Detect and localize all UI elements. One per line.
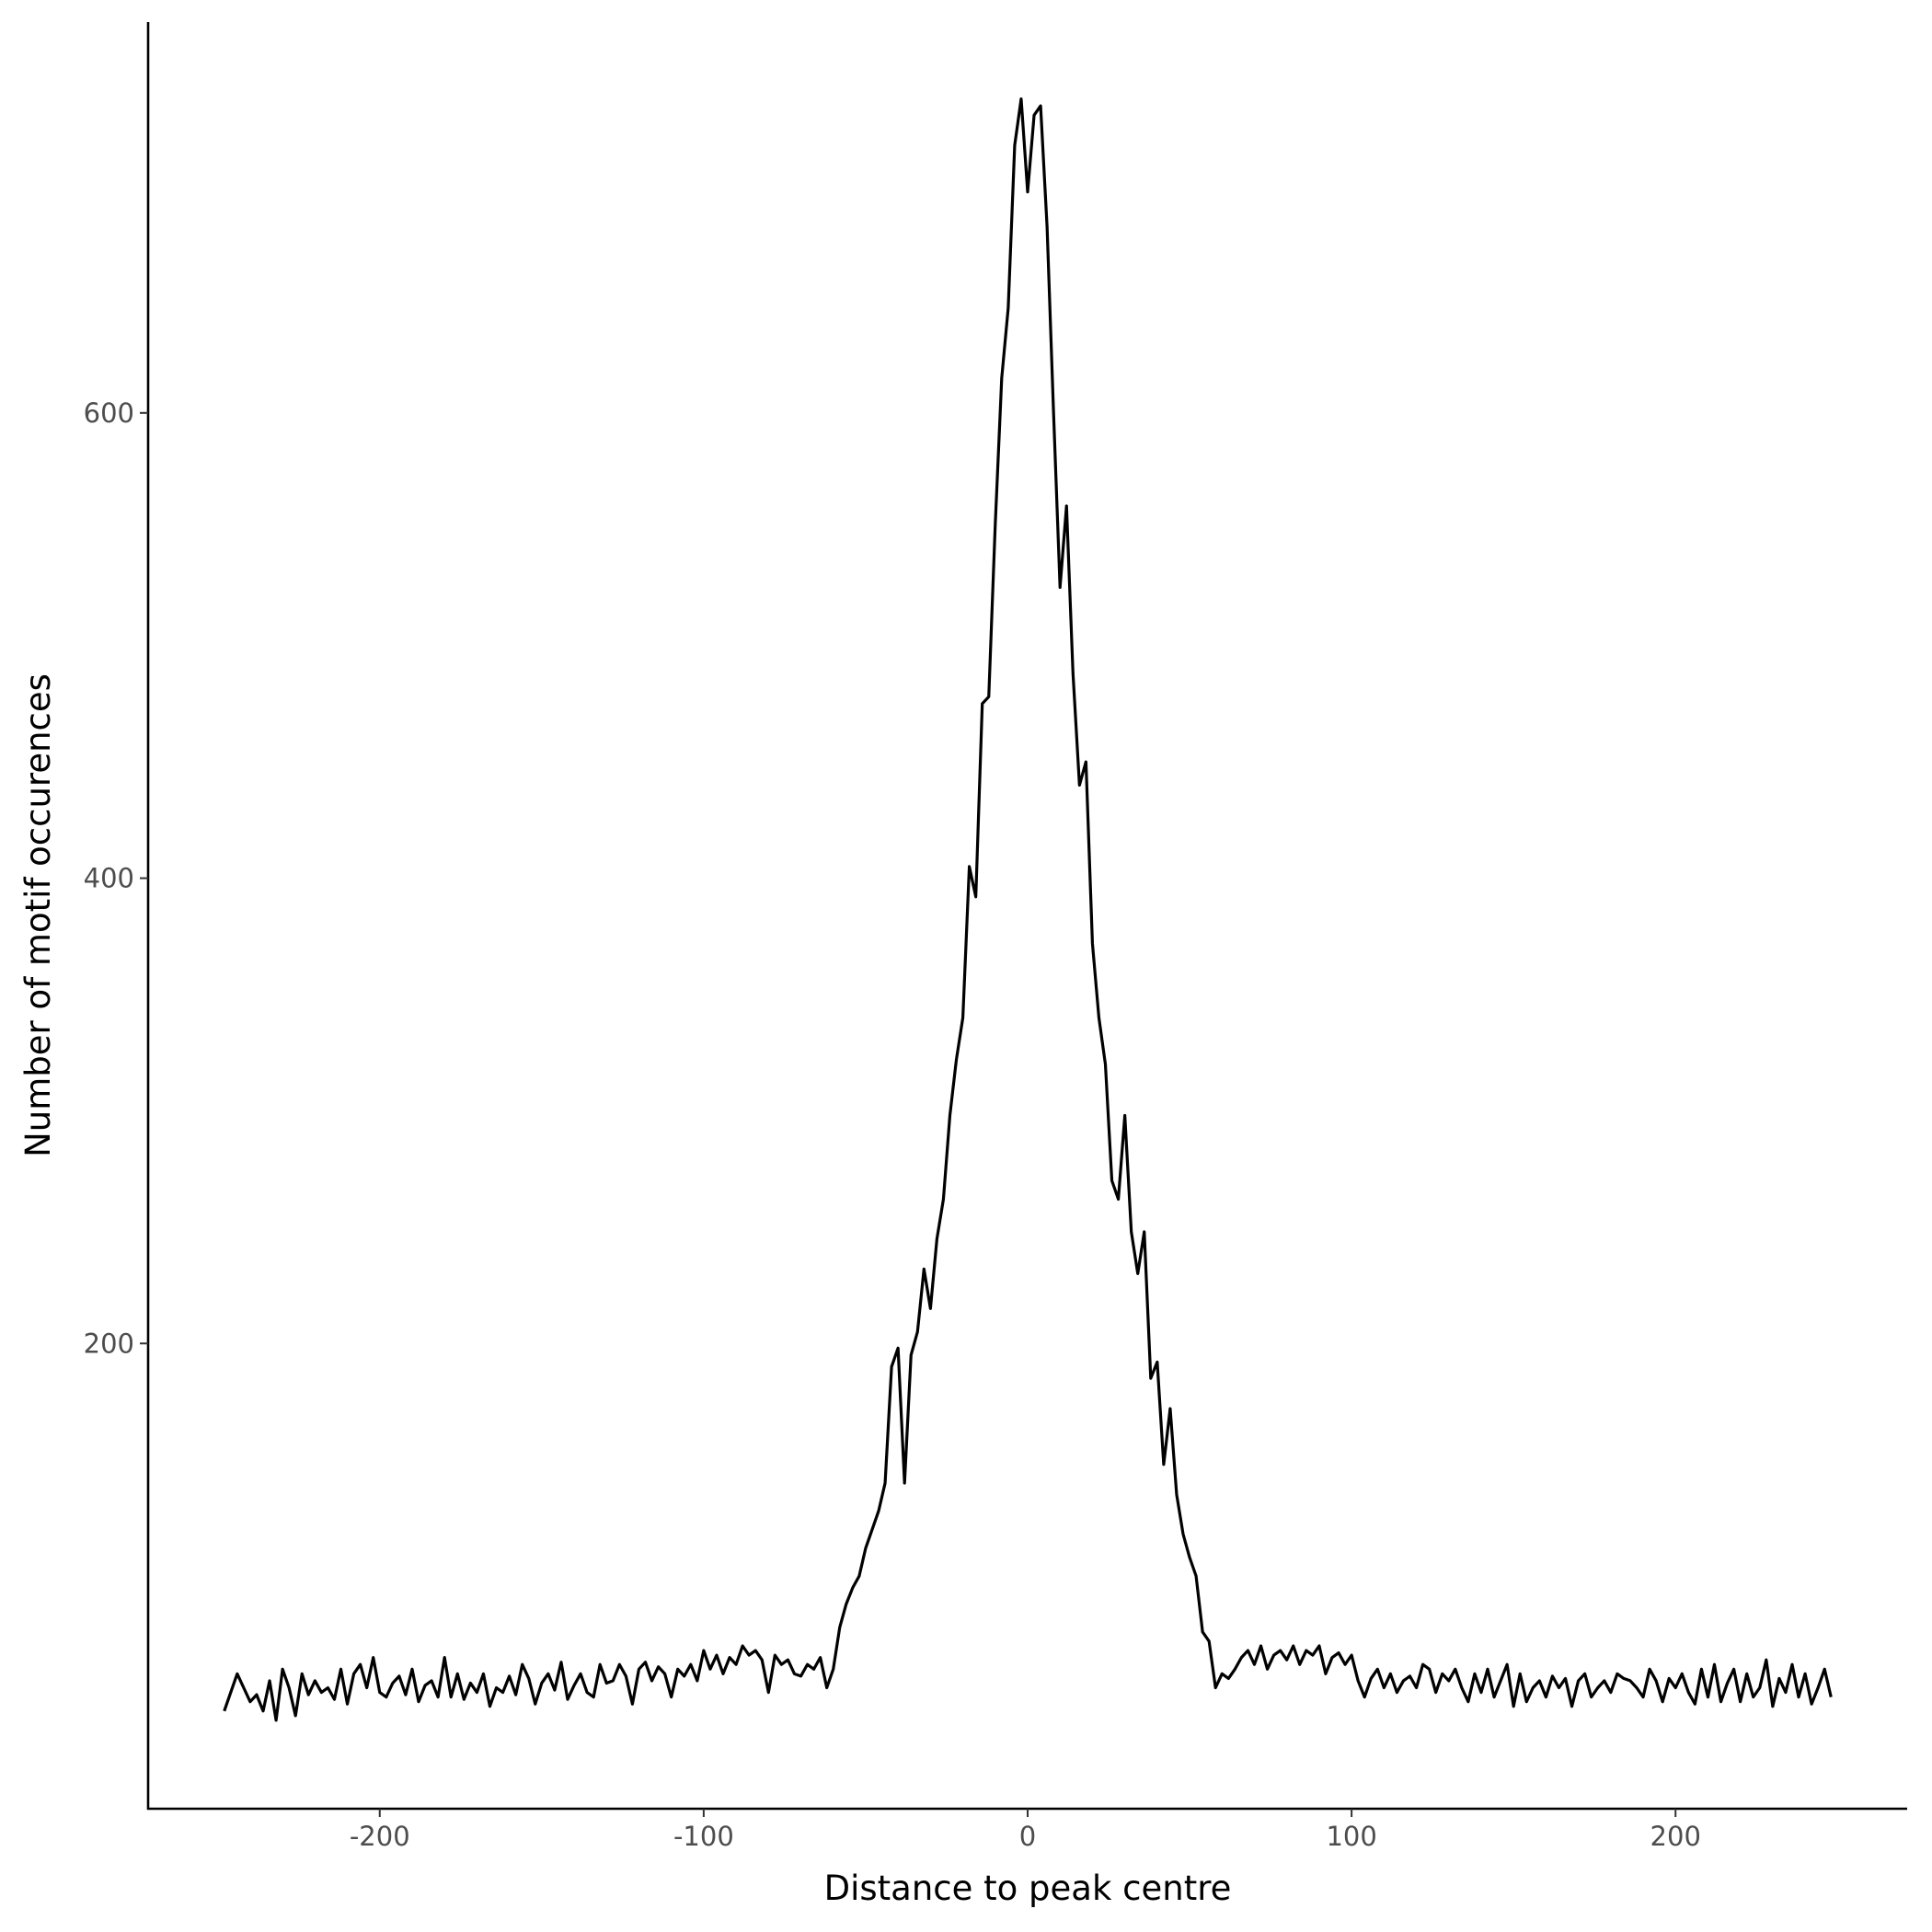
x-tick-label: -200 bbox=[350, 1821, 410, 1852]
data-line bbox=[223, 97, 1833, 1722]
y-tick-label: 600 bbox=[84, 397, 134, 429]
x-tick-label: -100 bbox=[673, 1821, 734, 1852]
x-tick-label: 200 bbox=[1650, 1821, 1701, 1852]
x-tick-label: 100 bbox=[1326, 1821, 1376, 1852]
x-axis-title: Distance to peak centre bbox=[824, 1869, 1232, 1908]
y-axis-title: Number of motif occurences bbox=[18, 673, 58, 1157]
y-tick-label: 400 bbox=[84, 863, 134, 894]
y-tick-label: 200 bbox=[84, 1328, 134, 1359]
x-tick-label: 0 bbox=[1019, 1821, 1036, 1852]
